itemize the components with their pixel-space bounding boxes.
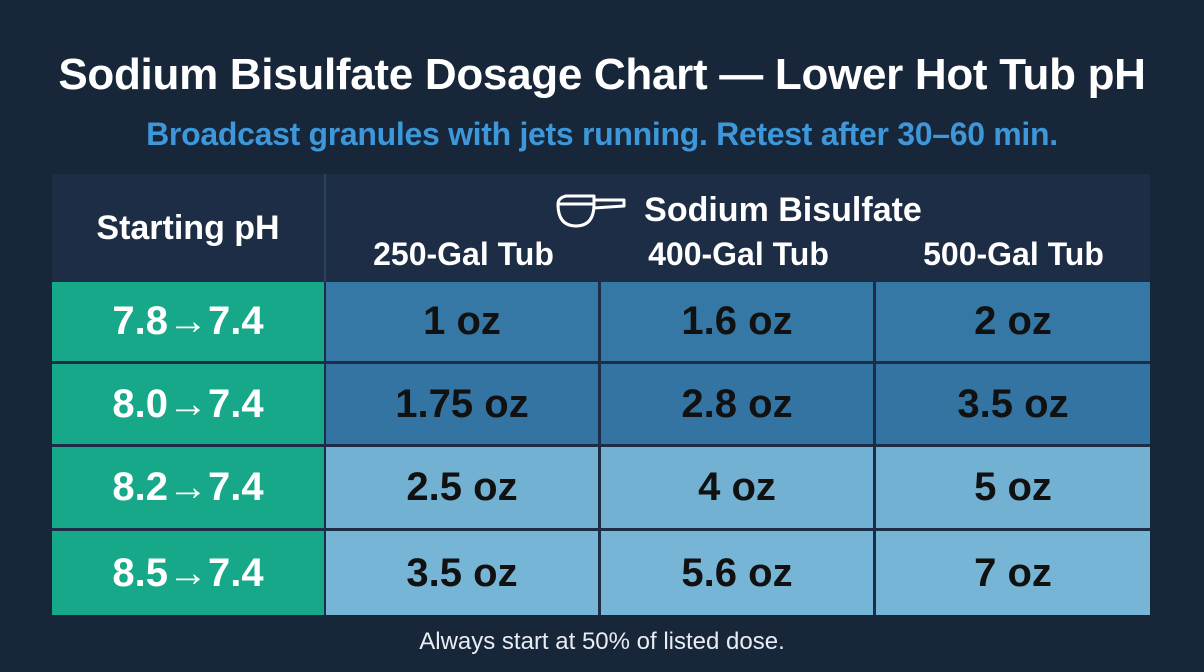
column-header-500-gal: 500-Gal Tub — [923, 236, 1104, 272]
page-title: Sodium Bisulfate Dosage Chart — Lower Ho… — [58, 50, 1146, 99]
dose-cell: 1.75 oz — [326, 364, 601, 447]
page-subtitle: Broadcast granules with jets running. Re… — [146, 116, 1058, 152]
dose-cell: 3.5 oz — [876, 364, 1150, 447]
dose-cell: 7 oz — [876, 531, 1150, 615]
ph-range-cell: 8.0→7.4 — [52, 364, 326, 447]
dosage-table: Starting pH Sodium Bisulfate 250-Gal Tub… — [52, 174, 1150, 615]
ph-range-cell: 7.8→7.4 — [52, 282, 326, 364]
dose-cell: 5.6 oz — [601, 531, 876, 615]
dose-cell: 4 oz — [601, 447, 876, 531]
dose-cell: 2 oz — [876, 282, 1150, 364]
footnote: Always start at 50% of listed dose. — [419, 628, 785, 655]
starting-ph-header: Starting pH — [52, 174, 326, 282]
sodium-bisulfate-header: Sodium Bisulfate — [644, 190, 922, 229]
dose-cell: 1 oz — [326, 282, 601, 364]
dose-cell: 1.6 oz — [601, 282, 876, 364]
column-header-400-gal: 400-Gal Tub — [648, 236, 829, 272]
measuring-scoop-icon — [556, 194, 626, 228]
dose-cell: 2.8 oz — [601, 364, 876, 447]
dose-cell: 5 oz — [876, 447, 1150, 531]
ph-range-cell: 8.2→7.4 — [52, 447, 326, 531]
dose-cell: 2.5 oz — [326, 447, 601, 531]
dose-cell: 3.5 oz — [326, 531, 601, 615]
dosage-column-group-header: Sodium Bisulfate 250-Gal Tub 400-Gal Tub… — [326, 174, 1150, 282]
column-header-250-gal: 250-Gal Tub — [373, 236, 554, 272]
ph-range-cell: 8.5→7.4 — [52, 531, 326, 615]
